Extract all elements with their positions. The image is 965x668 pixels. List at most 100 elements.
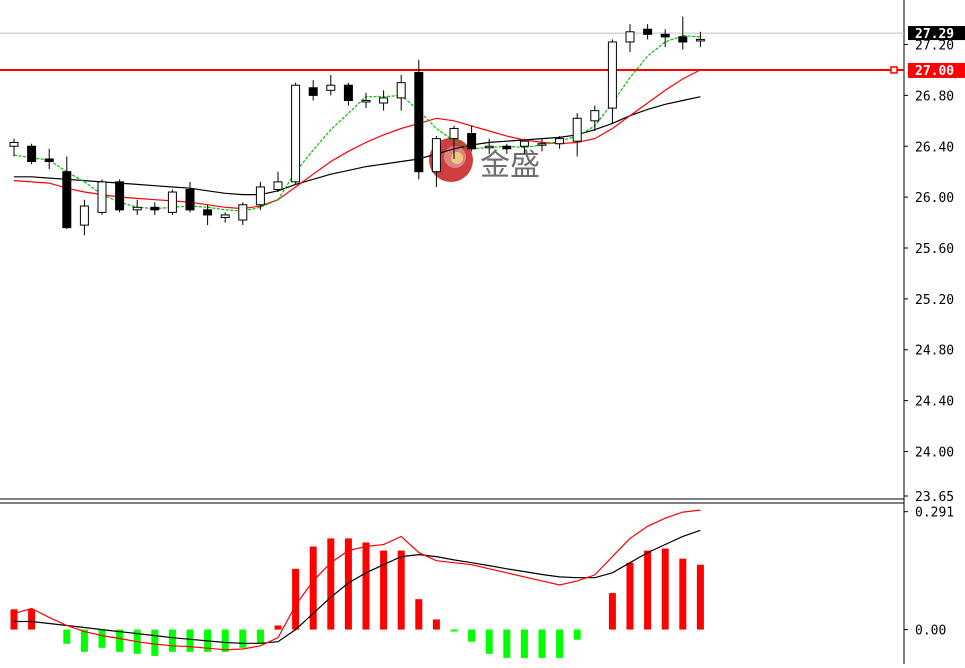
candle [396, 75, 406, 111]
price-tick-label: 26.00 [915, 191, 954, 206]
candle [607, 39, 617, 124]
candle [414, 59, 424, 180]
candle-body [255, 186, 265, 206]
candle [519, 138, 529, 154]
candle-body [132, 206, 142, 211]
price-tick-label: 26.80 [915, 89, 954, 104]
macd-histogram-bar [309, 546, 317, 630]
macd-histogram-bar [63, 629, 71, 644]
candle-body [396, 82, 406, 99]
candle [467, 125, 477, 152]
macd-histogram-bar [573, 629, 581, 640]
macd-histogram-bar [344, 538, 352, 630]
candle-body [9, 141, 19, 147]
candle [326, 75, 336, 96]
candle-body [238, 204, 248, 221]
macd-histogram-bar [696, 564, 704, 630]
candle [273, 171, 283, 193]
candle-body [449, 127, 459, 140]
candle-body [379, 97, 389, 104]
candle-body [519, 140, 529, 147]
macd-histogram-bar [292, 568, 300, 630]
candle [62, 156, 72, 229]
candle [431, 136, 441, 187]
candle-body [572, 117, 582, 142]
candle-body [150, 206, 160, 211]
macd-histogram-bar [186, 629, 194, 652]
macd-tick-label: 0.00 [915, 624, 946, 639]
candle-body [361, 99, 371, 103]
candle-body [431, 138, 441, 173]
candle-body [695, 38, 705, 42]
current-price-tag-label: 27.29 [915, 27, 954, 42]
candle [678, 16, 688, 50]
candle [291, 82, 301, 185]
candle [343, 82, 353, 106]
candle [238, 202, 248, 226]
macd-histogram-bar [397, 550, 405, 630]
macd-histogram-bar [538, 629, 546, 658]
level-line-handle [890, 66, 898, 74]
candle-body [185, 188, 195, 211]
candle-body [660, 33, 670, 38]
macd-histogram-bar [151, 629, 159, 656]
candle-body [62, 171, 72, 229]
macd-histogram-bar [327, 538, 335, 630]
candle [79, 199, 89, 236]
price-axis: 27.20 26.80 26.40 26.00 25.60 25.20 24.80 24.40… [904, 26, 965, 639]
price-tick-label: 27.20 [915, 39, 954, 54]
candle-body [220, 214, 230, 218]
macd-histogram-bar [556, 629, 564, 658]
candle-body [167, 191, 177, 213]
candle-body [414, 71, 424, 173]
current-price-tag [908, 26, 965, 41]
candle [537, 138, 547, 152]
macd-tick-label: 0.291 [915, 506, 954, 521]
candle [9, 138, 19, 157]
candle-body [678, 36, 688, 43]
macd-histogram-bar [450, 629, 458, 632]
price-tick-label: 24.40 [915, 395, 954, 410]
macd-histogram-bar [380, 550, 388, 630]
ma-fast-line [13, 34, 701, 212]
candle [220, 212, 230, 223]
macd-histogram-bar [221, 629, 229, 652]
macd-histogram-bar [98, 629, 106, 648]
candle [185, 181, 195, 213]
candle [695, 31, 705, 48]
macd-histogram-bar [679, 558, 687, 630]
candle-body [607, 41, 617, 109]
candle [449, 125, 459, 159]
candle [308, 80, 318, 101]
candle [502, 143, 512, 154]
price-tick-label: 24.00 [915, 445, 954, 460]
watermark-text: 金盛 [480, 148, 540, 183]
candle-body [203, 209, 213, 216]
candle-body [308, 87, 318, 96]
candle-body [643, 28, 653, 35]
macd-histogram-bar [626, 562, 634, 630]
candle [97, 179, 107, 215]
macd-histogram-bar [362, 542, 370, 630]
candle-body [484, 145, 494, 149]
macd-histogram-bar [80, 629, 88, 652]
candle [379, 90, 389, 111]
level-price-tag-label: 27.00 [915, 64, 954, 79]
candle-body [555, 138, 565, 145]
candle-body [97, 181, 107, 213]
candle-body [343, 84, 353, 101]
macd-histogram-bar [256, 629, 264, 644]
candle [484, 138, 494, 154]
macd-histogram-bar [485, 629, 493, 654]
candle [255, 181, 265, 210]
candle [167, 189, 177, 215]
price-tick-label: 25.60 [915, 242, 954, 257]
macd-histogram-bar [10, 609, 18, 630]
macd-histogram-bar [608, 593, 616, 630]
candle-body [27, 145, 37, 163]
macd-panel [10, 509, 704, 658]
macd-histogram-bar [468, 629, 476, 642]
price-tick-label: 24.80 [915, 344, 954, 359]
candle [643, 24, 653, 40]
